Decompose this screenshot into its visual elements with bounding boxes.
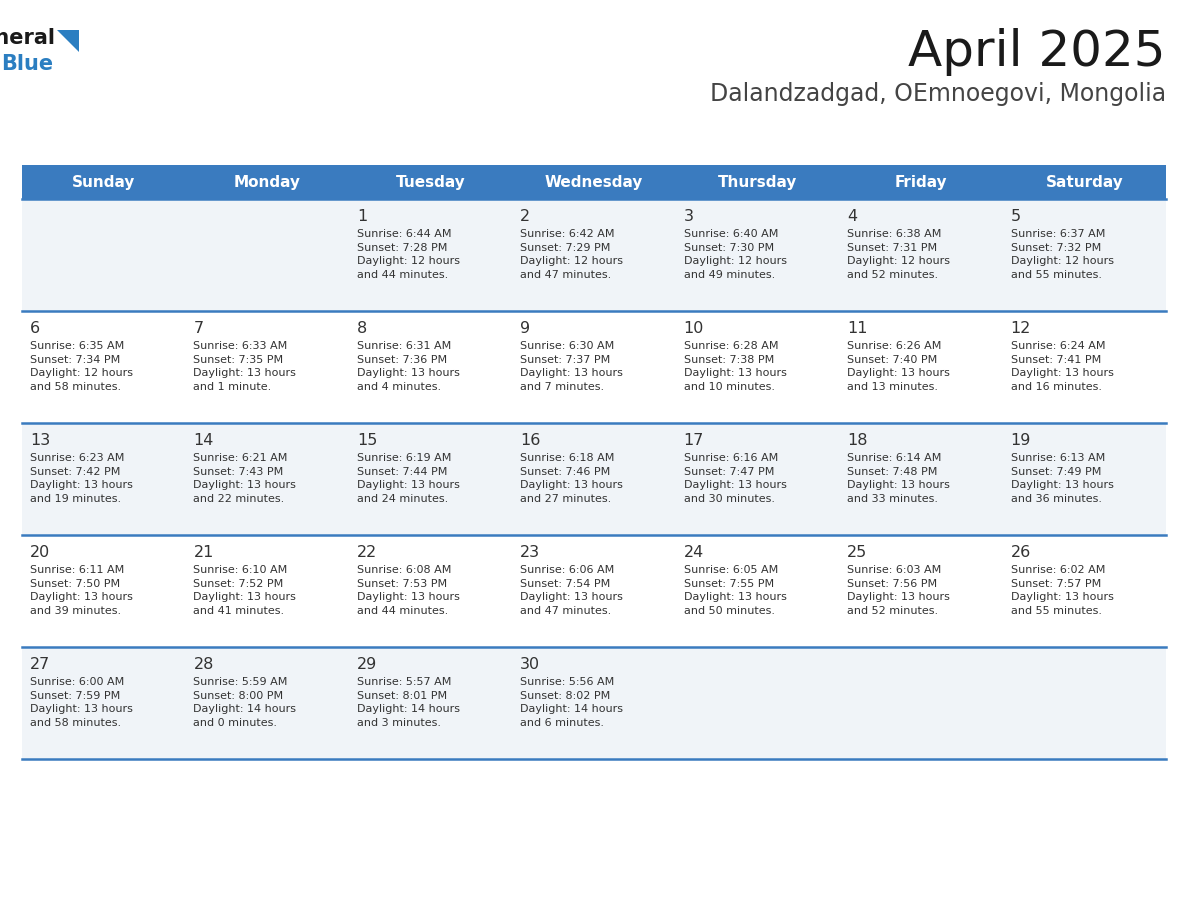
Text: Sunrise: 6:02 AM
Sunset: 7:57 PM
Daylight: 13 hours
and 55 minutes.: Sunrise: 6:02 AM Sunset: 7:57 PM Dayligh…	[1011, 565, 1113, 616]
Text: Sunrise: 6:11 AM
Sunset: 7:50 PM
Daylight: 13 hours
and 39 minutes.: Sunrise: 6:11 AM Sunset: 7:50 PM Dayligh…	[30, 565, 133, 616]
Text: Sunrise: 6:31 AM
Sunset: 7:36 PM
Daylight: 13 hours
and 4 minutes.: Sunrise: 6:31 AM Sunset: 7:36 PM Dayligh…	[356, 341, 460, 392]
Text: Sunrise: 6:30 AM
Sunset: 7:37 PM
Daylight: 13 hours
and 7 minutes.: Sunrise: 6:30 AM Sunset: 7:37 PM Dayligh…	[520, 341, 624, 392]
Text: Dalandzadgad, OEmnoegovi, Mongolia: Dalandzadgad, OEmnoegovi, Mongolia	[710, 82, 1165, 106]
Text: Sunrise: 6:24 AM
Sunset: 7:41 PM
Daylight: 13 hours
and 16 minutes.: Sunrise: 6:24 AM Sunset: 7:41 PM Dayligh…	[1011, 341, 1113, 392]
Text: Sunrise: 6:35 AM
Sunset: 7:34 PM
Daylight: 12 hours
and 58 minutes.: Sunrise: 6:35 AM Sunset: 7:34 PM Dayligh…	[30, 341, 133, 392]
Text: Monday: Monday	[234, 174, 301, 189]
Text: Sunrise: 6:00 AM
Sunset: 7:59 PM
Daylight: 13 hours
and 58 minutes.: Sunrise: 6:00 AM Sunset: 7:59 PM Dayligh…	[30, 677, 133, 728]
Text: Saturday: Saturday	[1045, 174, 1123, 189]
Bar	[23, 647, 1165, 759]
Text: 11: 11	[847, 321, 867, 336]
Text: Sunrise: 6:10 AM
Sunset: 7:52 PM
Daylight: 13 hours
and 41 minutes.: Sunrise: 6:10 AM Sunset: 7:52 PM Dayligh…	[194, 565, 296, 616]
Bar	[23, 165, 1165, 199]
Text: Sunrise: 6:38 AM
Sunset: 7:31 PM
Daylight: 12 hours
and 52 minutes.: Sunrise: 6:38 AM Sunset: 7:31 PM Dayligh…	[847, 229, 950, 280]
Text: Sunrise: 6:18 AM
Sunset: 7:46 PM
Daylight: 13 hours
and 27 minutes.: Sunrise: 6:18 AM Sunset: 7:46 PM Dayligh…	[520, 453, 624, 504]
Text: Sunrise: 6:26 AM
Sunset: 7:40 PM
Daylight: 13 hours
and 13 minutes.: Sunrise: 6:26 AM Sunset: 7:40 PM Dayligh…	[847, 341, 950, 392]
Text: Sunrise: 6:21 AM
Sunset: 7:43 PM
Daylight: 13 hours
and 22 minutes.: Sunrise: 6:21 AM Sunset: 7:43 PM Dayligh…	[194, 453, 296, 504]
Text: Sunrise: 6:16 AM
Sunset: 7:47 PM
Daylight: 13 hours
and 30 minutes.: Sunrise: 6:16 AM Sunset: 7:47 PM Dayligh…	[684, 453, 786, 504]
Text: 20: 20	[30, 545, 50, 560]
Polygon shape	[57, 30, 78, 52]
Text: Sunrise: 6:05 AM
Sunset: 7:55 PM
Daylight: 13 hours
and 50 minutes.: Sunrise: 6:05 AM Sunset: 7:55 PM Dayligh…	[684, 565, 786, 616]
Text: 16: 16	[520, 433, 541, 448]
Text: Sunrise: 5:56 AM
Sunset: 8:02 PM
Daylight: 14 hours
and 6 minutes.: Sunrise: 5:56 AM Sunset: 8:02 PM Dayligh…	[520, 677, 624, 728]
Text: Sunrise: 6:40 AM
Sunset: 7:30 PM
Daylight: 12 hours
and 49 minutes.: Sunrise: 6:40 AM Sunset: 7:30 PM Dayligh…	[684, 229, 786, 280]
Text: 8: 8	[356, 321, 367, 336]
Text: 15: 15	[356, 433, 378, 448]
Text: General: General	[0, 28, 55, 48]
Text: 30: 30	[520, 657, 541, 672]
Text: 5: 5	[1011, 209, 1020, 224]
Text: 23: 23	[520, 545, 541, 560]
Text: Sunrise: 6:28 AM
Sunset: 7:38 PM
Daylight: 13 hours
and 10 minutes.: Sunrise: 6:28 AM Sunset: 7:38 PM Dayligh…	[684, 341, 786, 392]
Text: 7: 7	[194, 321, 203, 336]
Text: 22: 22	[356, 545, 377, 560]
Text: Sunrise: 6:19 AM
Sunset: 7:44 PM
Daylight: 13 hours
and 24 minutes.: Sunrise: 6:19 AM Sunset: 7:44 PM Dayligh…	[356, 453, 460, 504]
Text: Tuesday: Tuesday	[396, 174, 466, 189]
Text: 10: 10	[684, 321, 704, 336]
Text: Sunrise: 6:03 AM
Sunset: 7:56 PM
Daylight: 13 hours
and 52 minutes.: Sunrise: 6:03 AM Sunset: 7:56 PM Dayligh…	[847, 565, 950, 616]
Text: 2: 2	[520, 209, 530, 224]
Text: 17: 17	[684, 433, 704, 448]
Text: 6: 6	[30, 321, 40, 336]
Text: 26: 26	[1011, 545, 1031, 560]
Text: Sunday: Sunday	[72, 174, 135, 189]
Text: 28: 28	[194, 657, 214, 672]
Text: 14: 14	[194, 433, 214, 448]
Bar	[23, 311, 1165, 423]
Text: 9: 9	[520, 321, 530, 336]
Text: Sunrise: 6:14 AM
Sunset: 7:48 PM
Daylight: 13 hours
and 33 minutes.: Sunrise: 6:14 AM Sunset: 7:48 PM Dayligh…	[847, 453, 950, 504]
Bar	[23, 535, 1165, 647]
Text: Sunrise: 5:59 AM
Sunset: 8:00 PM
Daylight: 14 hours
and 0 minutes.: Sunrise: 5:59 AM Sunset: 8:00 PM Dayligh…	[194, 677, 297, 728]
Text: Thursday: Thursday	[718, 174, 797, 189]
Text: 18: 18	[847, 433, 867, 448]
Text: 25: 25	[847, 545, 867, 560]
Text: 29: 29	[356, 657, 377, 672]
Text: 24: 24	[684, 545, 704, 560]
Text: Sunrise: 6:42 AM
Sunset: 7:29 PM
Daylight: 12 hours
and 47 minutes.: Sunrise: 6:42 AM Sunset: 7:29 PM Dayligh…	[520, 229, 624, 280]
Text: Sunrise: 5:57 AM
Sunset: 8:01 PM
Daylight: 14 hours
and 3 minutes.: Sunrise: 5:57 AM Sunset: 8:01 PM Dayligh…	[356, 677, 460, 728]
Text: Sunrise: 6:06 AM
Sunset: 7:54 PM
Daylight: 13 hours
and 47 minutes.: Sunrise: 6:06 AM Sunset: 7:54 PM Dayligh…	[520, 565, 624, 616]
Text: Sunrise: 6:23 AM
Sunset: 7:42 PM
Daylight: 13 hours
and 19 minutes.: Sunrise: 6:23 AM Sunset: 7:42 PM Dayligh…	[30, 453, 133, 504]
Text: Sunrise: 6:33 AM
Sunset: 7:35 PM
Daylight: 13 hours
and 1 minute.: Sunrise: 6:33 AM Sunset: 7:35 PM Dayligh…	[194, 341, 296, 392]
Bar	[23, 199, 1165, 311]
Text: 21: 21	[194, 545, 214, 560]
Text: Sunrise: 6:13 AM
Sunset: 7:49 PM
Daylight: 13 hours
and 36 minutes.: Sunrise: 6:13 AM Sunset: 7:49 PM Dayligh…	[1011, 453, 1113, 504]
Text: 27: 27	[30, 657, 50, 672]
Text: Sunrise: 6:37 AM
Sunset: 7:32 PM
Daylight: 12 hours
and 55 minutes.: Sunrise: 6:37 AM Sunset: 7:32 PM Dayligh…	[1011, 229, 1113, 280]
Bar	[23, 423, 1165, 535]
Text: Wednesday: Wednesday	[545, 174, 643, 189]
Text: Friday: Friday	[895, 174, 947, 189]
Text: 12: 12	[1011, 321, 1031, 336]
Text: Sunrise: 6:44 AM
Sunset: 7:28 PM
Daylight: 12 hours
and 44 minutes.: Sunrise: 6:44 AM Sunset: 7:28 PM Dayligh…	[356, 229, 460, 280]
Text: Sunrise: 6:08 AM
Sunset: 7:53 PM
Daylight: 13 hours
and 44 minutes.: Sunrise: 6:08 AM Sunset: 7:53 PM Dayligh…	[356, 565, 460, 616]
Text: 3: 3	[684, 209, 694, 224]
Text: 1: 1	[356, 209, 367, 224]
Text: 13: 13	[30, 433, 50, 448]
Text: 4: 4	[847, 209, 858, 224]
Text: 19: 19	[1011, 433, 1031, 448]
Text: April 2025: April 2025	[909, 28, 1165, 76]
Text: Blue: Blue	[1, 54, 53, 74]
